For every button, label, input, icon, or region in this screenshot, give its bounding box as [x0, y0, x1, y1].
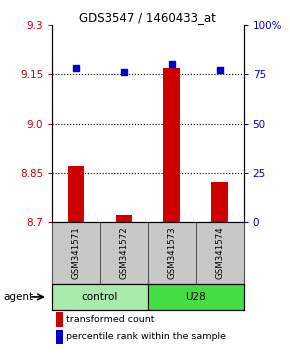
Text: agent: agent — [3, 292, 33, 302]
Bar — [148, 284, 244, 310]
Point — [218, 67, 222, 73]
Bar — [56, 330, 64, 344]
Text: GSM341572: GSM341572 — [119, 227, 128, 280]
Bar — [56, 313, 64, 326]
Bar — [116, 215, 132, 222]
Text: GSM341574: GSM341574 — [215, 227, 224, 280]
Bar — [68, 166, 84, 222]
Text: GSM341571: GSM341571 — [72, 227, 81, 280]
Text: GSM341573: GSM341573 — [167, 227, 176, 280]
Text: percentile rank within the sample: percentile rank within the sample — [66, 332, 226, 341]
Text: control: control — [82, 292, 118, 302]
Title: GDS3547 / 1460433_at: GDS3547 / 1460433_at — [79, 11, 216, 24]
Bar — [52, 284, 148, 310]
Point — [122, 69, 126, 75]
Point — [169, 62, 174, 67]
Text: U28: U28 — [185, 292, 206, 302]
Point — [74, 65, 78, 71]
Bar — [211, 182, 228, 222]
Bar — [164, 68, 180, 222]
Text: transformed count: transformed count — [66, 315, 155, 324]
